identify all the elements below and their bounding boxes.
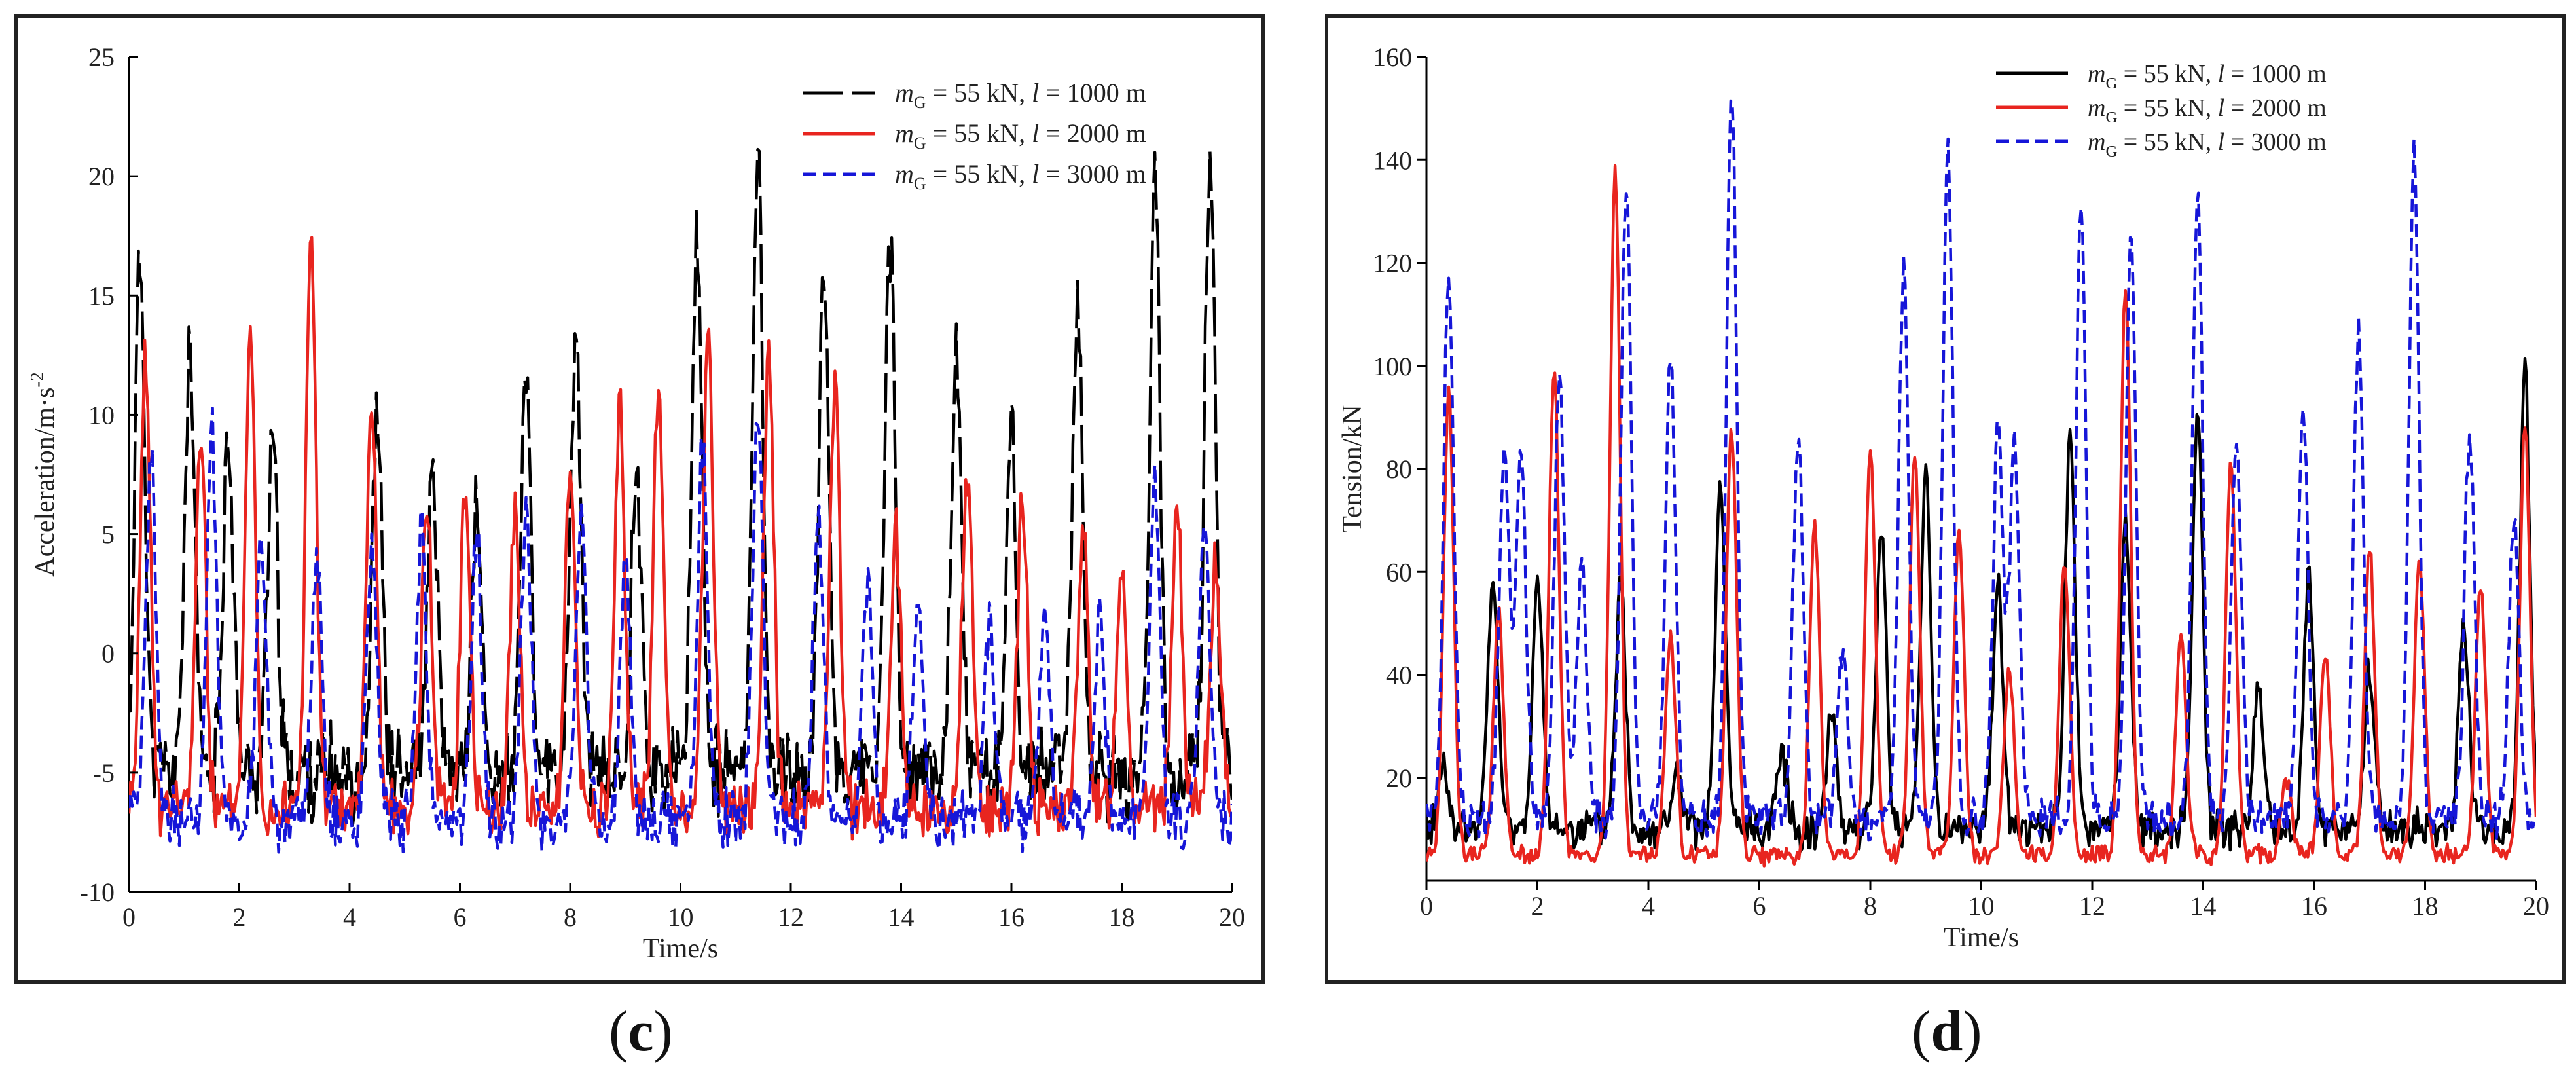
legend-label-2: mG = 55 kN, l = 2000 m <box>895 119 1146 153</box>
y-tick-label: 5 <box>101 520 115 549</box>
series-group <box>1426 99 2536 868</box>
x-tick-label: 20 <box>1219 902 1245 932</box>
y-tick-label: -10 <box>80 878 115 907</box>
legend-label-2: mG = 55 kN, l = 2000 m <box>2088 94 2327 126</box>
y-tick-label: -5 <box>93 758 115 788</box>
x-tick-label: 18 <box>2412 891 2439 921</box>
y-tick-label: 10 <box>88 400 115 430</box>
x-tick-label: 2 <box>233 902 246 932</box>
tension-chart: 0 2 4 6 8 10 12 14 16 18 20 20 40 60 80 100 120 140 160 Tim… <box>1337 43 2549 953</box>
y-tick-label: 0 <box>101 639 115 669</box>
x-tick-label: 10 <box>1968 891 1995 921</box>
series-line-3 <box>129 406 1232 854</box>
x-tick-label: 8 <box>564 902 577 932</box>
chart-panel-c: 0 2 4 6 8 10 12 14 16 18 20 -10 -5 0 5 10 15 20 25 Time/s Ac… <box>14 14 1265 984</box>
x-tick-label: 14 <box>888 902 915 932</box>
x-tick-label: 12 <box>2079 891 2105 921</box>
legend-label-3: mG = 55 kN, l = 3000 m <box>2088 128 2327 160</box>
y-tick-label: 120 <box>1373 249 1412 278</box>
x-tick-label: 8 <box>1864 891 1877 921</box>
x-tick-label: 2 <box>1531 891 1544 921</box>
chart-panel-d: 0 2 4 6 8 10 12 14 16 18 20 20 40 60 80 100 120 140 160 Tim… <box>1325 14 2566 984</box>
caption-d: (d) <box>1912 1000 1982 1063</box>
series-group <box>129 147 1232 854</box>
x-tick-label: 0 <box>1420 891 1433 921</box>
y-tick-label: 140 <box>1373 145 1412 175</box>
x-tick-label: 16 <box>2301 891 2327 921</box>
acceleration-chart: 0 2 4 6 8 10 12 14 16 18 20 -10 -5 0 5 10 15 20 25 Time/s Ac… <box>27 43 1245 964</box>
x-tick-label: 16 <box>998 902 1025 932</box>
y-axis-label-superscript: -2 <box>27 372 48 387</box>
x-axis-label: Time/s <box>1944 923 2019 953</box>
ticks <box>128 56 1233 893</box>
x-tick-label: 18 <box>1109 902 1135 932</box>
series-line-2 <box>129 236 1232 841</box>
series-line-1 <box>129 147 1232 826</box>
y-tick-label: 15 <box>88 281 115 310</box>
x-tick-label: 12 <box>778 902 804 932</box>
y-tick-label: 60 <box>1386 557 1412 587</box>
x-tick-label: 6 <box>454 902 467 932</box>
x-tick-label: 4 <box>343 902 356 932</box>
y-tick-label: 20 <box>1386 764 1412 793</box>
x-tick-label: 10 <box>668 902 694 932</box>
legend-label-1: mG = 55 kN, l = 1000 m <box>895 78 1146 112</box>
ticks <box>1417 56 2537 890</box>
legend: mG = 55 kN, l = 1000 mmG = 55 kN, l = 20… <box>1996 60 2327 160</box>
y-tick-label: 160 <box>1373 43 1412 72</box>
y-tick-label: 20 <box>88 162 115 191</box>
y-tick-label: 80 <box>1386 454 1412 484</box>
y-tick-label: 40 <box>1386 661 1412 690</box>
y-tick-label: 25 <box>88 43 115 72</box>
series-line-3 <box>1426 99 2536 842</box>
y-tick-label: 100 <box>1373 352 1412 381</box>
x-tick-label: 4 <box>1642 891 1655 921</box>
x-tick-label: 0 <box>122 902 136 932</box>
x-tick-label: 14 <box>2190 891 2217 921</box>
series-line-2 <box>1426 164 2536 868</box>
caption-c: (c) <box>609 1000 673 1063</box>
x-axis-label: Time/s <box>643 934 718 964</box>
legend-label-1: mG = 55 kN, l = 1000 m <box>2088 60 2327 92</box>
x-tick-label: 6 <box>1753 891 1766 921</box>
legend-label-3: mG = 55 kN, l = 3000 m <box>895 159 1146 193</box>
y-axis-label: Tension/kN <box>1337 405 1368 532</box>
y-axis-label: Acceleration/m·s-2 <box>27 372 60 577</box>
x-tick-label: 20 <box>2523 891 2549 921</box>
legend: mG = 55 kN, l = 1000 m mG = 55 kN, l = 20… <box>803 78 1146 193</box>
